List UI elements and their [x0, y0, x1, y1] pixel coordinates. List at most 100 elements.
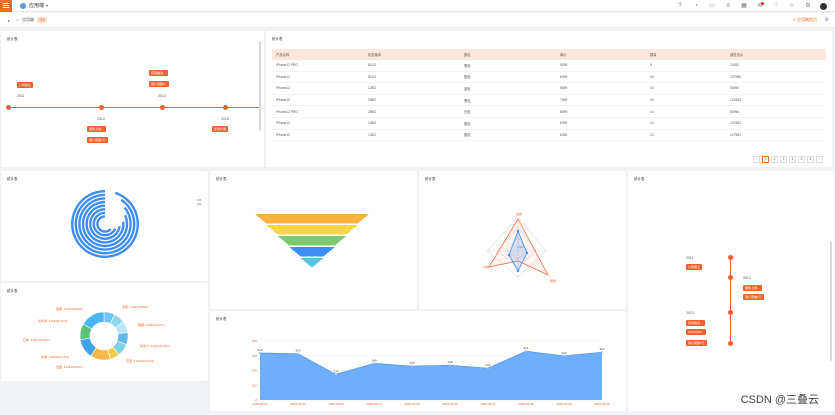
column-header[interactable]: 颜色 [464, 53, 471, 57]
app-switcher-label[interactable]: 应用端 [29, 3, 45, 9]
funnel-level [300, 258, 324, 268]
gear-icon[interactable]: ⚙ [824, 17, 829, 23]
radar-indicator: 质量 [550, 279, 557, 283]
pagination: ‹ 1 2 3 4 5 6 › [751, 156, 823, 163]
data-point [524, 350, 528, 353]
menu-button[interactable] [0, 0, 12, 12]
message-icon[interactable]: ✉ [757, 2, 764, 9]
tabs-bar: ▸ ⌂ 应用端 首页 © 应用端首页 ⚙ [0, 13, 835, 28]
radar-chart [486, 216, 549, 278]
bookmark-icon[interactable]: ☆ [789, 3, 795, 9]
rose-ring [81, 200, 129, 248]
table-row[interactable]: iPhone12 PRO 256G 白色 8099 10 80990 [272, 106, 826, 118]
file-icon[interactable]: ▭ [709, 3, 715, 9]
timeline-dot [160, 105, 165, 110]
rose-ring [96, 215, 112, 233]
data-label: 230 [409, 361, 414, 365]
data-label: 331 [523, 346, 528, 350]
table-cell: 6399 [560, 132, 568, 137]
table-cell: 128G [368, 86, 377, 91]
table-cell: 6399 [560, 121, 568, 126]
table-row[interactable]: iPhone12 128G 银色 6399 10 127581 [272, 130, 826, 142]
data-point [562, 354, 566, 357]
data-table: 产品名称 机型版本 颜色 单价 数量 销售总价 iPhone12 PRO 512G… [272, 49, 826, 142]
table-row[interactable]: iPhone12 256G 黑色 7699 16 123184 [272, 95, 826, 107]
page-button[interactable]: ‹ [753, 156, 760, 163]
table-row[interactable]: iPhone12 128G 银色 6399 10 127581 [272, 118, 826, 130]
timeline-tag: 业务扩展 [212, 126, 229, 132]
timeline-dot [6, 105, 11, 110]
page-button[interactable]: 1 [762, 156, 769, 163]
x-tick-label: 2020-03-10 [594, 402, 610, 406]
timeline-tag: 公司成立 [686, 264, 703, 270]
table-cell: iPhone12 [276, 132, 290, 137]
rose-ring [71, 190, 139, 258]
avatar[interactable] [820, 2, 827, 10]
scrollbar[interactable] [259, 41, 261, 131]
donut-label: 美国: 41321(5.89%) [56, 307, 83, 311]
timeline-tag: 用户突破5万 [686, 340, 707, 346]
area-line [259, 350, 603, 375]
funnel-chart [255, 214, 369, 268]
chevron-down-icon[interactable]: ▾ [46, 3, 49, 8]
table-cell: 8 [650, 63, 652, 68]
tab-badge[interactable]: 首页 [37, 17, 48, 23]
tab-home[interactable]: 应用端 [22, 17, 35, 22]
table-row[interactable]: iPhone12 PRO 512G 黑色 9299 8 74392 [272, 60, 826, 72]
table-cell: 10 [650, 86, 654, 91]
table-row[interactable]: iPhone12 512G 银色 6399 20 127980 [272, 72, 826, 84]
radar-indicator: 品牌 [516, 212, 523, 216]
settings-icon[interactable]: ⚙ [805, 3, 811, 9]
timeline-dot [728, 341, 733, 346]
donut-chart-panel: 统计表 美国: 41321(5.89%) 英国: 41321(5.89%) 比利… [1, 283, 208, 381]
panel-title: 统计表 [272, 37, 283, 41]
column-header[interactable]: 产品名称 [276, 53, 290, 57]
collapse-arrow-icon[interactable]: ▸ [8, 17, 11, 23]
page-button[interactable]: 4 [789, 156, 796, 163]
table-header: 产品名称 机型版本 颜色 单价 数量 销售总价 [272, 49, 826, 60]
table-cell: iPhone12 [276, 121, 290, 126]
timeline-tag: 公司成立 [17, 82, 34, 88]
table-row[interactable]: iPhone12 128G 蓝色 5599 10 55990 [272, 83, 826, 95]
donut-label: 英国: 41321(5.89%) [122, 305, 149, 309]
page-button[interactable]: › [816, 156, 823, 163]
page-button[interactable]: 5 [798, 156, 805, 163]
scrollbar[interactable] [830, 241, 832, 361]
x-tick-label: 2020-03-02 [290, 402, 306, 406]
table-cell: 128G [368, 132, 377, 137]
donut-slice [82, 311, 105, 330]
table-body: iPhone12 PRO 512G 黑色 9299 8 74392 iPhone12 512G… [272, 60, 826, 142]
table-cell: 256G [368, 98, 377, 103]
vertical-timeline-panel: 统计表 2011 公司成立 2012 服务上线... 用户突破1万 2013 获… [628, 171, 834, 411]
tab-menu-label[interactable]: © 应用端首页 [792, 17, 817, 22]
timeline-year: 2015 [221, 117, 229, 121]
y-tick-label: 200 [252, 369, 257, 373]
page-button[interactable]: 2 [771, 156, 778, 163]
home-icon[interactable]: ⌂ [16, 17, 20, 23]
page-button[interactable]: 6 [807, 156, 814, 163]
table-cell: 8099 [560, 109, 568, 114]
table-cell: iPhone12 [276, 98, 290, 103]
column-header[interactable]: 机型版本 [368, 53, 382, 57]
timeline-dot [223, 105, 228, 110]
help-icon[interactable]: ? [678, 3, 682, 9]
heart-icon[interactable]: ♡ [773, 3, 779, 9]
timeline-tag: 5,000,000... [686, 329, 706, 335]
legend-label: 2% [197, 202, 202, 206]
column-header[interactable]: 数量 [650, 53, 657, 57]
data-point [258, 351, 262, 355]
column-header[interactable]: 销售总价 [730, 53, 744, 57]
bell-icon[interactable]: ◔ [694, 3, 698, 9]
table-cell: 55990 [730, 86, 740, 91]
donut-label: 日本: 41321(6.78%) [23, 338, 50, 342]
donut-label: 巴西: 41321(10.51%) [126, 359, 155, 363]
data-point [296, 352, 300, 355]
funnel-level [266, 225, 358, 235]
data-label: 236 [447, 360, 452, 364]
list-icon[interactable]: ≡ [726, 3, 730, 9]
page-button[interactable]: 3 [780, 156, 787, 163]
column-header[interactable]: 单价 [560, 53, 567, 57]
calendar-icon[interactable]: ▦ [741, 3, 747, 9]
table-cell: 10 [650, 132, 654, 137]
donut-chart [79, 311, 129, 361]
